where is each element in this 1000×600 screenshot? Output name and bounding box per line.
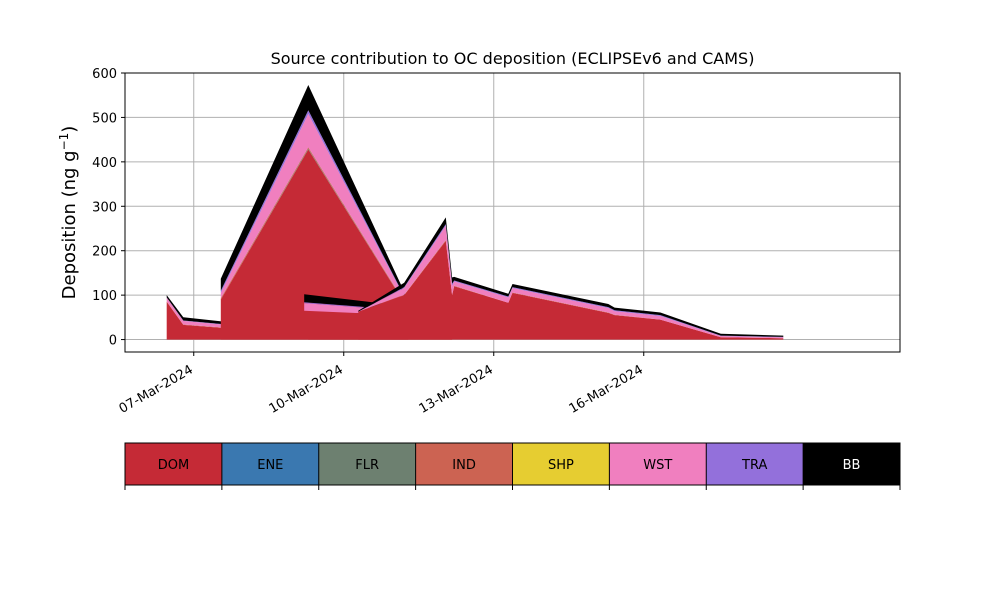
y-tick-label: 400 (92, 156, 117, 171)
sample-sample_2 (220, 85, 409, 340)
y-axis-label: Deposition (ng g−1) (57, 126, 80, 300)
stacked-areas (166, 85, 784, 340)
y-axis-label-main: Deposition (ng g (59, 150, 80, 299)
legend: DOM ENE FLR IND SHP WST TRA BB (124, 442, 901, 490)
legend-label-tra: TRA (741, 458, 767, 473)
x-tick-label: 07-Mar-2024 (117, 362, 196, 416)
x-tick-label: 16-Mar-2024 (567, 362, 646, 416)
legend-swatch-dom (125, 443, 222, 485)
y-tick-label: 600 (92, 67, 117, 82)
y-tick-label: 0 (109, 334, 117, 349)
area-dom (358, 240, 784, 340)
legend-label-ene: ENE (257, 458, 283, 473)
legend-frame (124, 442, 901, 486)
plot-frame (124, 72, 901, 353)
legend-label-bb: BB (843, 458, 861, 473)
legend-label-ind: IND (452, 458, 476, 473)
legend-swatch-tra (706, 443, 804, 485)
legend-swatch-shp (512, 443, 610, 485)
y-tick-label: 100 (92, 289, 117, 304)
y-axis-label-sup: −1 (57, 133, 71, 151)
x-tick-label: 13-Mar-2024 (417, 362, 496, 416)
legend-label-wst: WST (643, 458, 672, 473)
legend-swatch-ene (221, 443, 319, 485)
legend-label-shp: SHP (548, 458, 574, 473)
chart-title: Source contribution to OC deposition (EC… (271, 49, 755, 68)
legend-swatch-wst (609, 443, 707, 485)
y-tick-label: 500 (92, 111, 117, 126)
area-wst (220, 113, 409, 309)
y-axis-label-suffix: ) (59, 126, 80, 133)
y-tick-label: 300 (92, 200, 117, 215)
y-tick-label: 200 (92, 245, 117, 260)
area-dom (220, 149, 409, 340)
legend-swatch-ind (415, 443, 513, 485)
legend-label-flr: FLR (355, 458, 379, 473)
legend-swatch-flr (318, 443, 416, 485)
x-axis: 07-Mar-2024 10-Mar-2024 13-Mar-2024 16-Mar-… (117, 352, 646, 417)
sample-sample_5 (358, 217, 784, 340)
legend-label-dom: DOM (158, 458, 189, 473)
y-axis: 0 100 200 300 400 500 600 (92, 67, 125, 349)
legend-swatch-bb (803, 443, 900, 485)
x-tick-label: 10-Mar-2024 (267, 362, 346, 416)
